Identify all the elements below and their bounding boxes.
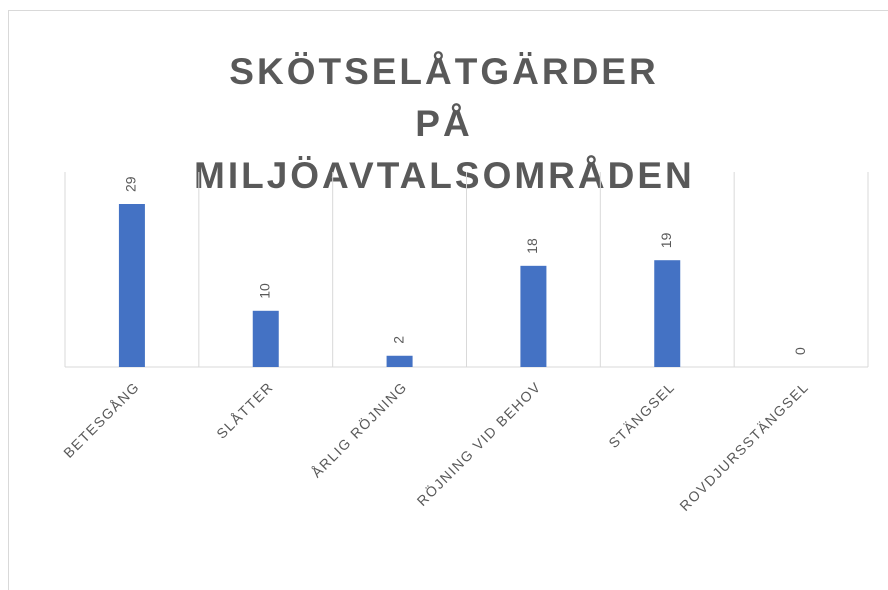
chart-title: SKÖTSELÅTGÄRDER PÅ MILJÖAVTALSOMRÅDEN: [194, 51, 695, 196]
bar: [520, 265, 547, 367]
data-label: 19: [658, 232, 674, 248]
bar: [386, 355, 413, 367]
page: {"chart_data": {"type": "bar", "title": …: [8, 10, 888, 590]
bar: [118, 204, 145, 367]
x-tick-label: SLÅTTER: [213, 378, 276, 441]
data-label: 10: [256, 283, 272, 299]
chart-frame: [8, 10, 888, 590]
data-label: 18: [524, 238, 540, 254]
x-tick-label: ÅRLIG RÖJNING: [308, 378, 411, 481]
chart: 29 BETESGÅNG 10 SLÅTTER 2 ÅRLIG RÖJNING 18 RÖJN…: [60, 172, 869, 514]
data-label: 29: [123, 176, 139, 192]
x-tick-label: RÖJNING VID BEHOV: [413, 378, 544, 509]
data-label: 0: [792, 347, 808, 355]
x-tick-label: STÄNGSEL: [605, 378, 678, 451]
bar: [654, 260, 681, 367]
bar: [252, 310, 279, 367]
x-tick-label: ROVDJURSSTÄNGSEL: [676, 378, 812, 514]
data-label: 2: [390, 336, 406, 344]
x-tick-label: BETESGÅNG: [60, 378, 142, 460]
